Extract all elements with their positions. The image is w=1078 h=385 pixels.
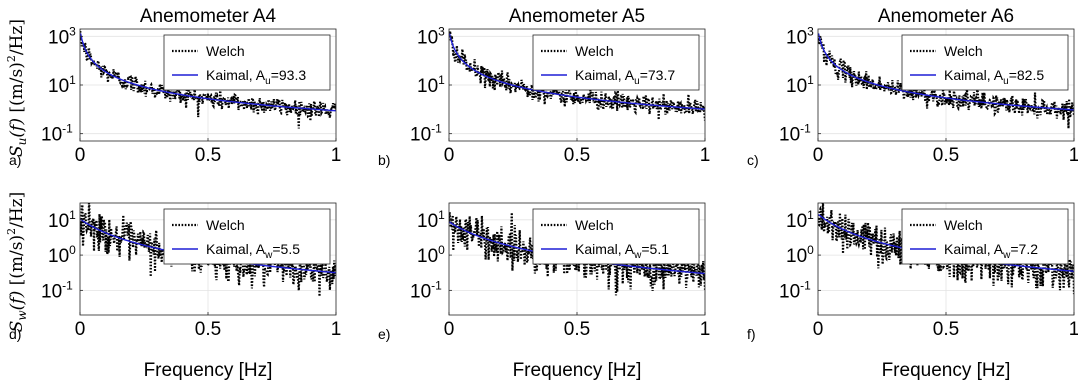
legend: Welch Kaimal, Au=73.7 (532, 34, 700, 91)
x-tick-label: 0.5 (195, 145, 221, 166)
y-tick-label: 10-1 (410, 278, 442, 302)
y-tick-label: 101 (48, 208, 76, 232)
x-tick-label: 1 (700, 145, 711, 166)
subplot-f: 0 0.5 1 10-1 100 101 Frequency [Hz] f) Welch Kaim… (747, 202, 1078, 381)
x-tick-label: 0.5 (195, 319, 221, 340)
subplot-c: 0 0.5 1 10-1 101 103 Anemometer A6 c) Welch Kaima… (747, 6, 1078, 168)
welch-series (80, 29, 336, 129)
legend-kaimal-label: Kaimal, Au=73.7 (575, 67, 675, 87)
subplot-a: 0 0.5 1 10-1 101 103 Anemometer A4 a) Welch Kaima… (9, 6, 341, 168)
y-tick-label: 101 (417, 73, 445, 97)
panel-label: e) (378, 326, 390, 342)
subplot-d: 0 0.5 1 10-1 100 101 Frequency [Hz] d) Welch Kaim… (9, 202, 342, 381)
x-tick-label: 0.5 (933, 319, 959, 340)
legend-box (532, 34, 700, 91)
y-tick-label: 100 (786, 243, 814, 267)
y-tick-label: 103 (786, 24, 814, 48)
x-tick-label: 0 (75, 145, 86, 166)
legend: Welch Kaimal, Aw=5.5 (163, 208, 331, 265)
x-tick-label: 0.5 (564, 319, 590, 340)
kaimal-series (818, 33, 1074, 111)
x-tick-label: 0 (444, 145, 455, 166)
y-tick-label: 101 (786, 73, 814, 97)
x-axis-label: Frequency [Hz] (144, 360, 273, 381)
legend: Welch Kaimal, Aw=7.2 (901, 208, 1069, 265)
subplot-title: Anemometer A6 (878, 6, 1014, 27)
subplot-title: Anemometer A5 (509, 6, 645, 27)
kaimal-series (449, 33, 705, 110)
y-tick-label: 103 (48, 24, 76, 48)
x-tick-label: 0 (813, 145, 824, 166)
panel-label: c) (747, 152, 759, 168)
x-tick-label: 0 (75, 319, 86, 340)
y-tick-label: 10-1 (41, 278, 73, 302)
legend-welch-label: Welch (944, 43, 983, 59)
y-tick-label: 10-1 (410, 122, 442, 146)
legend-kaimal-label: Kaimal, Aw=5.1 (575, 241, 669, 261)
legend-box (901, 34, 1069, 91)
legend-box (901, 208, 1069, 265)
y-tick-label: 10-1 (779, 278, 811, 302)
y-tick-label: 10-1 (41, 122, 73, 146)
legend-welch-label: Welch (206, 43, 245, 59)
subplot-b: 0 0.5 1 10-1 101 103 Anemometer A5 b) Welch Kaima… (378, 6, 710, 168)
y-tick-label: 100 (48, 243, 76, 267)
legend-kaimal-label: Kaimal, Aw=5.5 (206, 241, 300, 261)
x-tick-label: 1 (1069, 145, 1078, 166)
panel-label: d) (9, 326, 21, 342)
y-axis-label-u: Su(f) [(m/s)2/Hz] (5, 19, 29, 157)
y-axis-label-w: Sw(f) [(m/s)2/Hz] (5, 192, 29, 333)
y-tick-label: 101 (786, 208, 814, 232)
subplot-e: 0 0.5 1 10-1 100 101 Frequency [Hz] e) Welch Kaim… (378, 202, 711, 381)
legend-box (532, 208, 700, 265)
x-tick-label: 0 (813, 319, 824, 340)
x-tick-label: 0 (444, 319, 455, 340)
legend-kaimal-label: Kaimal, Au=82.5 (944, 67, 1044, 87)
legend: Welch Kaimal, Aw=5.1 (532, 208, 700, 265)
legend-kaimal-label: Kaimal, Aw=7.2 (944, 241, 1038, 261)
welch-series (449, 30, 705, 121)
x-tick-label: 0.5 (933, 145, 959, 166)
x-tick-label: 1 (331, 145, 342, 166)
kaimal-series (80, 33, 336, 112)
legend-box (163, 34, 331, 91)
x-axis-label: Frequency [Hz] (513, 360, 642, 381)
legend-welch-label: Welch (575, 43, 614, 59)
y-tick-label: 103 (417, 24, 445, 48)
legend: Welch Kaimal, Au=93.3 (163, 34, 331, 91)
subplot-title: Anemometer A4 (140, 6, 277, 27)
legend-welch-label: Welch (575, 217, 614, 233)
y-tick-label: 101 (48, 73, 76, 97)
panel-label: f) (747, 326, 756, 342)
x-tick-label: 0.5 (564, 145, 590, 166)
legend: Welch Kaimal, Au=82.5 (901, 34, 1069, 91)
x-axis-label: Frequency [Hz] (882, 360, 1011, 381)
legend-box (163, 208, 331, 265)
panel-label: b) (378, 152, 390, 168)
y-tick-label: 101 (417, 208, 445, 232)
x-tick-label: 1 (331, 319, 342, 340)
legend-welch-label: Welch (944, 217, 983, 233)
x-tick-label: 1 (1069, 319, 1078, 340)
y-tick-label: 10-1 (779, 122, 811, 146)
x-tick-label: 1 (700, 319, 711, 340)
panel-label: a) (9, 152, 21, 168)
y-tick-label: 100 (417, 243, 445, 267)
legend-welch-label: Welch (206, 217, 245, 233)
legend-kaimal-label: Kaimal, Au=93.3 (206, 67, 306, 87)
